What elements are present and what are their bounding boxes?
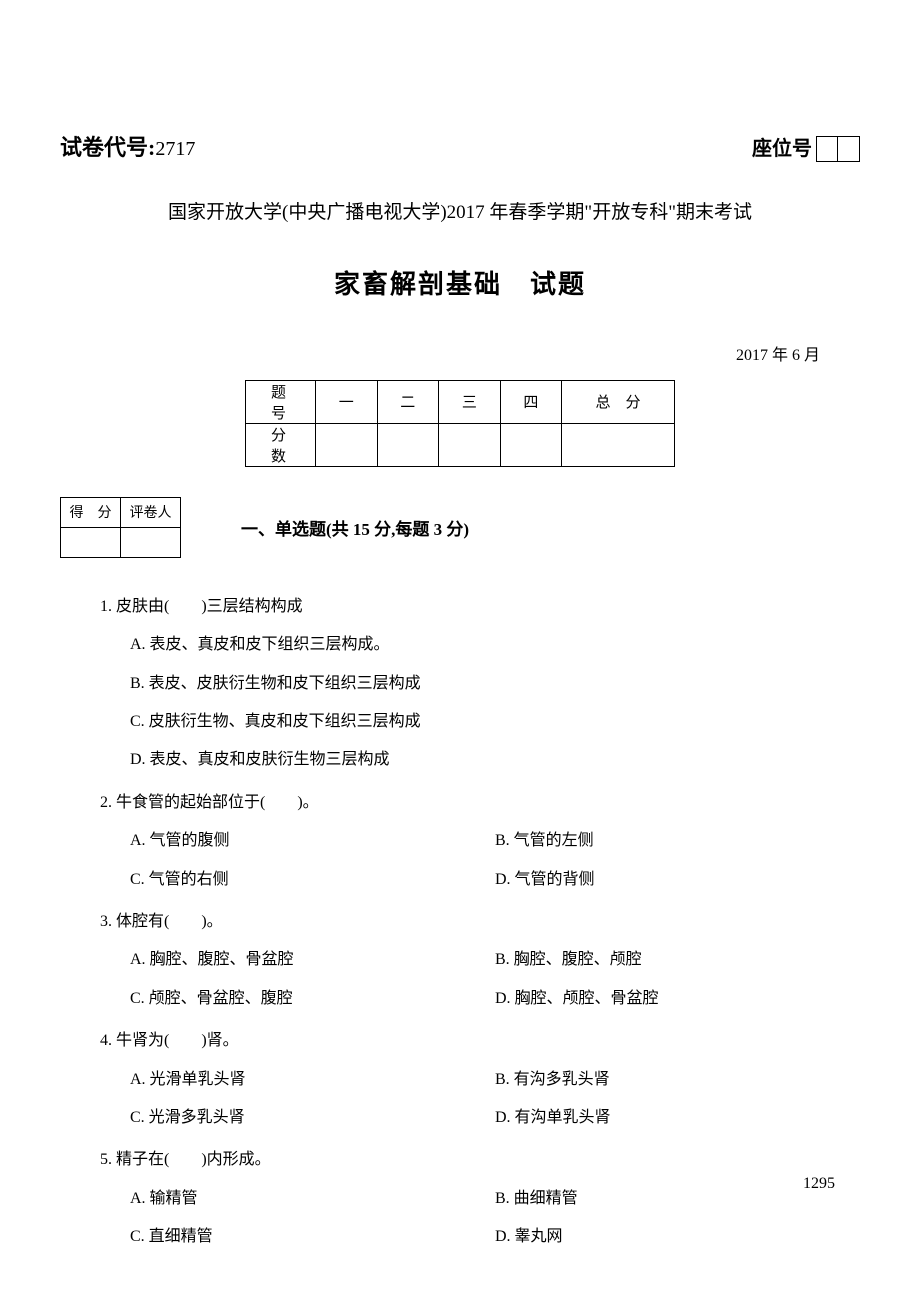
seat-number: 座位号 <box>752 132 860 167</box>
exam-date: 2017 年 6 月 <box>60 341 860 365</box>
option: B. 表皮、皮肤衍生物和皮下组织三层构成 <box>130 665 860 703</box>
option: D. 睾丸网 <box>495 1218 860 1256</box>
question-stem: 2. 牛食管的起始部位于( )。 <box>100 784 860 822</box>
question-stem: 4. 牛肾为( )肾。 <box>100 1022 860 1060</box>
grader-empty <box>61 527 121 557</box>
page-title: 家畜解剖基础 试题 <box>60 264 860 301</box>
options-col-right: B. 胸腔、腹腔、颅腔 D. 胸腔、颅腔、骨盆腔 <box>495 941 860 1018</box>
section-title: 一、单选题(共 15 分,每题 3 分) <box>241 515 469 540</box>
seat-box <box>838 136 860 162</box>
table-row: 分数 <box>246 423 675 466</box>
options-col-right: B. 气管的左侧 D. 气管的背侧 <box>495 822 860 899</box>
question-options: A. 胸腔、腹腔、骨盆腔 C. 颅腔、骨盆腔、腹腔 B. 胸腔、腹腔、颅腔 D.… <box>100 941 860 1018</box>
option: D. 有沟单乳头肾 <box>495 1099 860 1137</box>
score-label-cell: 分数 <box>246 423 316 466</box>
question-options: A. 气管的腹侧 C. 气管的右侧 B. 气管的左侧 D. 气管的背侧 <box>100 822 860 899</box>
option: C. 光滑多乳头肾 <box>130 1099 495 1137</box>
option: A. 气管的腹侧 <box>130 822 495 860</box>
option: A. 表皮、真皮和皮下组织三层构成。 <box>130 626 860 664</box>
option: D. 气管的背侧 <box>495 861 860 899</box>
score-header-cell: 题号 <box>246 380 316 423</box>
table-row: 题号 一 二 三 四 总 分 <box>246 380 675 423</box>
option: D. 表皮、真皮和皮肤衍生物三层构成 <box>130 741 860 779</box>
option: C. 直细精管 <box>130 1218 495 1256</box>
option: A. 输精管 <box>130 1180 495 1218</box>
table-row: 得 分 评卷人 <box>61 497 181 527</box>
grader-empty <box>121 527 181 557</box>
option: C. 气管的右侧 <box>130 861 495 899</box>
options-col-left: A. 气管的腹侧 C. 气管的右侧 <box>130 822 495 899</box>
option: C. 颅腔、骨盆腔、腹腔 <box>130 980 495 1018</box>
question-stem: 3. 体腔有( )。 <box>100 903 860 941</box>
score-empty-cell <box>500 423 562 466</box>
option: C. 皮肤衍生物、真皮和皮下组织三层构成 <box>130 703 860 741</box>
score-table: 题号 一 二 三 四 总 分 分数 <box>245 380 675 467</box>
table-row <box>61 527 181 557</box>
option: B. 有沟多乳头肾 <box>495 1061 860 1099</box>
score-empty-cell <box>439 423 501 466</box>
seat-box <box>816 136 838 162</box>
page-number: 1295 <box>803 1175 835 1193</box>
header-row: 试卷代号:2717 座位号 <box>60 130 860 167</box>
score-header-cell: 三 <box>439 380 501 423</box>
option: A. 胸腔、腹腔、骨盆腔 <box>130 941 495 979</box>
subtitle: 国家开放大学(中央广播电视大学)2017 年春季学期"开放专科"期末考试 <box>60 197 860 224</box>
seat-label: 座位号 <box>752 138 812 160</box>
score-header-cell: 四 <box>500 380 562 423</box>
option: B. 胸腔、腹腔、颅腔 <box>495 941 860 979</box>
grader-header: 得 分 <box>61 497 121 527</box>
exam-code-label: 试卷代号: <box>60 135 155 160</box>
options-col-left: A. 光滑单乳头肾 C. 光滑多乳头肾 <box>130 1061 495 1138</box>
question-stem: 1. 皮肤由( )三层结构构成 <box>100 588 860 626</box>
grader-header: 评卷人 <box>121 497 181 527</box>
option: D. 胸腔、颅腔、骨盆腔 <box>495 980 860 1018</box>
score-empty-cell <box>562 423 675 466</box>
grader-table: 得 分 评卷人 <box>60 497 181 558</box>
score-empty-cell <box>377 423 439 466</box>
score-header-cell: 总 分 <box>562 380 675 423</box>
score-header-cell: 一 <box>316 380 378 423</box>
seat-boxes <box>816 136 860 167</box>
score-empty-cell <box>316 423 378 466</box>
section-row: 得 分 评卷人 一、单选题(共 15 分,每题 3 分) <box>60 497 860 558</box>
score-header-cell: 二 <box>377 380 439 423</box>
option: A. 光滑单乳头肾 <box>130 1061 495 1099</box>
question-stem: 5. 精子在( )内形成。 <box>100 1141 860 1179</box>
option: B. 气管的左侧 <box>495 822 860 860</box>
question-options: A. 光滑单乳头肾 C. 光滑多乳头肾 B. 有沟多乳头肾 D. 有沟单乳头肾 <box>100 1061 860 1138</box>
question-options: A. 表皮、真皮和皮下组织三层构成。 B. 表皮、皮肤衍生物和皮下组织三层构成 … <box>100 626 860 780</box>
exam-code-number: 2717 <box>155 138 195 160</box>
question-options: A. 输精管 C. 直细精管 B. 曲细精管 D. 睾丸网 <box>100 1180 860 1257</box>
options-col-left: A. 输精管 C. 直细精管 <box>130 1180 495 1257</box>
exam-code: 试卷代号:2717 <box>60 130 195 162</box>
options-col-right: B. 有沟多乳头肾 D. 有沟单乳头肾 <box>495 1061 860 1138</box>
questions-container: 1. 皮肤由( )三层结构构成 A. 表皮、真皮和皮下组织三层构成。 B. 表皮… <box>60 588 860 1257</box>
options-col-left: A. 胸腔、腹腔、骨盆腔 C. 颅腔、骨盆腔、腹腔 <box>130 941 495 1018</box>
